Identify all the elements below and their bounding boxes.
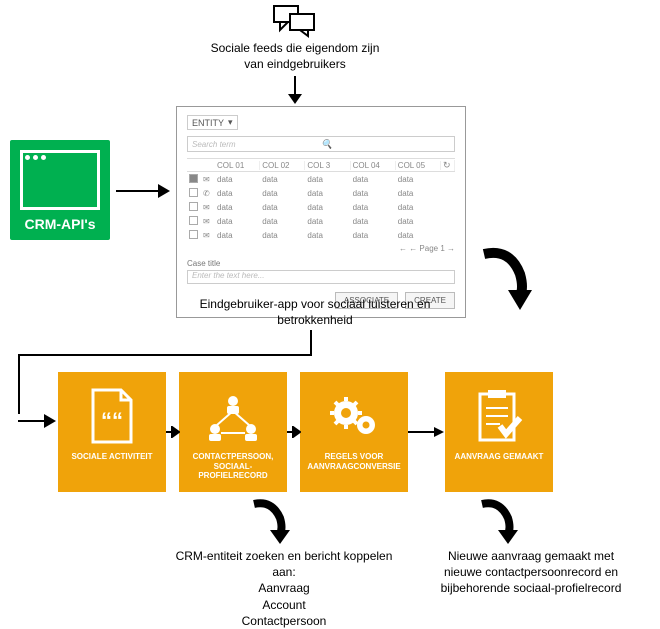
app-caption: Eindgebruiker-app voor sociaal luisteren…: [150, 296, 480, 328]
col-2: COL 02: [260, 161, 305, 170]
search-icon: 🔍: [321, 139, 450, 150]
arrow-c1-c2: [166, 426, 180, 438]
envelope-icon: ✆: [201, 189, 215, 198]
data-table: COL 01 COL 02 COL 3 COL 04 COL 05 ↻ ✉ da…: [187, 158, 455, 242]
checkbox-icon[interactable]: [189, 174, 198, 183]
arrow-curved-below-c4: [478, 498, 528, 544]
app-window: ENTITY ▾ Search term 🔍 COL 01 COL 02 COL…: [176, 106, 466, 318]
people-network-icon: [203, 386, 263, 446]
table-row[interactable]: ✉ datadatadatadatadata: [187, 214, 455, 228]
card-request-created: AANVRAAG GEMAAKT: [445, 372, 553, 492]
checkbox-icon[interactable]: [189, 216, 198, 225]
app-caption-l2: betrokkenheid: [150, 312, 480, 328]
chat-bubbles-icon: [272, 4, 316, 38]
col-3: COL 3: [305, 161, 350, 170]
table-row[interactable]: ✉ datadatadatadatadata: [187, 200, 455, 214]
card-contact-profile: CONTACTPERSOON, SOCIAAL-PROFIELRECORD: [179, 372, 287, 492]
bottom-right-text: Nieuwe aanvraag gemaakt met nieuwe conta…: [426, 548, 636, 597]
search-placeholder: Search term: [192, 140, 321, 149]
route-line-v1: [310, 330, 312, 354]
clipboard-check-icon: [474, 386, 524, 446]
social-feeds-line2: van eindgebruikers: [170, 56, 420, 72]
crm-api-label: CRM-API's: [10, 216, 110, 232]
table-row[interactable]: ✉ datadatadatadatadata: [187, 172, 455, 186]
route-line-v2: [18, 354, 20, 414]
envelope-icon: ✉: [201, 203, 215, 212]
card-social-activity: ““ SOCIALE ACTIVITEIT: [58, 372, 166, 492]
case-title-label: Case title: [187, 259, 455, 268]
arrow-c3-c4: [408, 426, 446, 438]
case-title-input[interactable]: Enter the text here...: [187, 270, 455, 284]
col-1: COL 01: [215, 161, 260, 170]
checkbox-icon[interactable]: [189, 202, 198, 211]
card-label: AANVRAAG GEMAAKT: [449, 452, 550, 462]
entity-label: ENTITY: [192, 118, 224, 128]
table-row[interactable]: ✉ datadatadatadatadata: [187, 228, 455, 242]
gears-icon: [324, 386, 384, 446]
arrow-down-top: [286, 76, 304, 106]
envelope-icon: ✉: [201, 217, 215, 226]
col-4: COL 04: [351, 161, 396, 170]
arrow-curved-below-c2: [250, 498, 300, 544]
search-input[interactable]: Search term 🔍: [187, 136, 455, 152]
dropdown-arrow-icon: ▾: [228, 117, 233, 128]
document-quote-icon: ““: [89, 386, 135, 446]
table-header: COL 01 COL 02 COL 3 COL 04 COL 05 ↻: [187, 158, 455, 172]
envelope-icon: ✉: [201, 231, 215, 240]
crm-api-box: CRM-API's: [10, 140, 110, 240]
checkbox-icon[interactable]: [189, 230, 198, 239]
svg-text:““: ““: [101, 408, 123, 433]
arrow-c2-c3: [287, 426, 301, 438]
envelope-icon: ✉: [201, 175, 215, 184]
checkbox-icon[interactable]: [189, 188, 198, 197]
arrow-curved-right: [480, 244, 540, 314]
card-rules: REGELS VOOR AANVRAAGCONVERSIE: [300, 372, 408, 492]
pager[interactable]: ← ← Page 1 →: [187, 244, 455, 253]
route-line-h: [18, 354, 312, 356]
card-label: REGELS VOOR AANVRAAGCONVERSIE: [300, 452, 408, 471]
refresh-icon[interactable]: ↻: [441, 160, 455, 171]
social-feeds-line1: Sociale feeds die eigendom zijn: [170, 40, 420, 56]
card-label: CONTACTPERSOON, SOCIAAL-PROFIELRECORD: [179, 452, 287, 481]
col-5: COL 05: [396, 161, 441, 170]
bottom-left-text: CRM-entiteit zoeken en bericht koppelen …: [164, 548, 404, 629]
table-row[interactable]: ✆ datadatadatadatadata: [187, 186, 455, 200]
arrow-right-crm: [116, 182, 172, 200]
card-label: SOCIALE ACTIVITEIT: [65, 452, 158, 462]
entity-dropdown[interactable]: ENTITY ▾: [187, 115, 238, 130]
social-feeds-caption: Sociale feeds die eigendom zijn van eind…: [170, 40, 420, 72]
app-caption-l1: Eindgebruiker-app voor sociaal luisteren…: [150, 296, 480, 312]
arrow-to-card1: [18, 412, 58, 430]
